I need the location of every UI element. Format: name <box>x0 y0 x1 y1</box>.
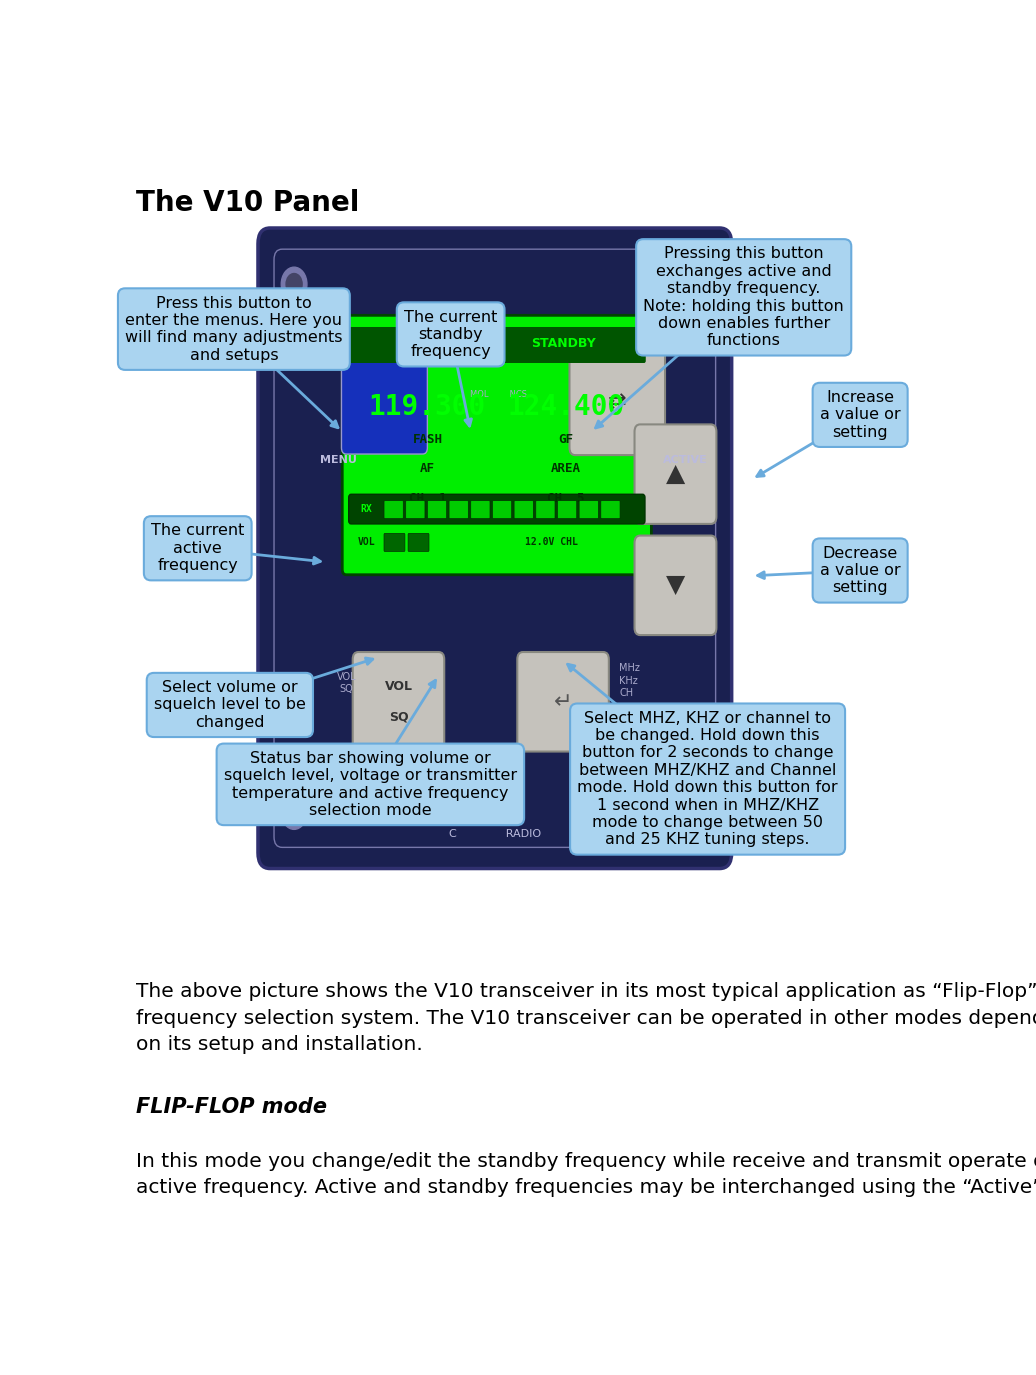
FancyBboxPatch shape <box>258 228 731 869</box>
Text: FASH: FASH <box>412 433 442 446</box>
Text: Select MHZ, KHZ or channel to
be changed. Hold down this
button for 2 seconds to: Select MHZ, KHZ or channel to be changed… <box>577 711 838 847</box>
Circle shape <box>286 274 303 294</box>
Text: The current
standby
frequency: The current standby frequency <box>404 309 497 359</box>
Circle shape <box>688 274 703 294</box>
FancyBboxPatch shape <box>408 534 429 551</box>
FancyBboxPatch shape <box>514 500 534 518</box>
Circle shape <box>688 802 703 824</box>
FancyBboxPatch shape <box>342 352 428 454</box>
Text: GF: GF <box>558 433 574 446</box>
Text: STANDBY: STANDBY <box>530 337 596 351</box>
Circle shape <box>281 267 307 301</box>
Text: The V10 Panel: The V10 Panel <box>136 190 359 217</box>
Text: The current
active
frequency: The current active frequency <box>151 524 244 573</box>
Text: The above picture shows the V10 transceiver in its most typical application as “: The above picture shows the V10 transcei… <box>136 982 1036 1055</box>
Text: ACTIVE: ACTIVE <box>663 455 709 465</box>
Text: Decrease
a value or
setting: Decrease a value or setting <box>819 546 900 595</box>
FancyBboxPatch shape <box>384 500 403 518</box>
Text: CH  5: CH 5 <box>547 492 585 505</box>
Text: ▲: ▲ <box>666 462 685 487</box>
Text: C              RADIO: C RADIO <box>449 829 541 839</box>
Text: Status bar showing volume or
squelch level, voltage or transmitter
temperature a: Status bar showing volume or squelch lev… <box>224 751 517 818</box>
Text: AREA: AREA <box>551 462 581 476</box>
Text: ⇄: ⇄ <box>608 393 627 412</box>
FancyBboxPatch shape <box>601 500 621 518</box>
FancyBboxPatch shape <box>517 652 609 752</box>
Text: SQ: SQ <box>388 710 408 723</box>
FancyBboxPatch shape <box>449 500 468 518</box>
FancyBboxPatch shape <box>634 425 717 524</box>
Text: AF: AF <box>420 462 435 476</box>
FancyBboxPatch shape <box>470 500 490 518</box>
Text: Increase
a value or
setting: Increase a value or setting <box>819 390 900 440</box>
Text: MOL        NCS: MOL NCS <box>470 390 527 399</box>
Text: VOL: VOL <box>357 536 375 547</box>
Text: RX: RX <box>361 505 372 514</box>
FancyBboxPatch shape <box>557 500 577 518</box>
FancyBboxPatch shape <box>579 500 599 518</box>
Text: Select volume or
squelch level to be
changed: Select volume or squelch level to be cha… <box>154 681 306 730</box>
Text: MHz
KHz
CH: MHz KHz CH <box>620 663 640 698</box>
FancyBboxPatch shape <box>428 500 447 518</box>
Circle shape <box>286 802 303 824</box>
Text: 12.0V CHL: 12.0V CHL <box>524 536 577 547</box>
Text: ↵: ↵ <box>554 692 572 712</box>
Text: VOL
SQ: VOL SQ <box>337 671 356 694</box>
Text: 124.400: 124.400 <box>508 393 625 422</box>
Circle shape <box>683 267 709 301</box>
Text: 119.300: 119.300 <box>369 393 486 422</box>
Text: MENU: MENU <box>320 455 356 465</box>
Text: Press this button to
enter the menus. Here you
will find many adjustments
and se: Press this button to enter the menus. He… <box>125 296 343 363</box>
FancyBboxPatch shape <box>536 500 555 518</box>
FancyBboxPatch shape <box>634 536 717 635</box>
Circle shape <box>683 796 709 829</box>
FancyBboxPatch shape <box>349 494 645 524</box>
Text: Pressing this button
exchanges active and
standby frequency.
Note: holding this : Pressing this button exchanges active an… <box>643 246 844 348</box>
Text: In this mode you change/edit the standby frequency while receive and transmit op: In this mode you change/edit the standby… <box>136 1152 1036 1198</box>
FancyBboxPatch shape <box>384 534 405 551</box>
FancyBboxPatch shape <box>406 500 425 518</box>
Text: CH  1: CH 1 <box>409 492 447 505</box>
FancyBboxPatch shape <box>352 652 444 752</box>
Text: ACTIVE: ACTIVE <box>405 337 456 351</box>
Text: VOL: VOL <box>384 681 412 693</box>
Text: FLIP-FLOP mode: FLIP-FLOP mode <box>136 1097 327 1116</box>
FancyBboxPatch shape <box>570 351 665 455</box>
FancyBboxPatch shape <box>492 500 512 518</box>
Circle shape <box>281 796 307 829</box>
FancyBboxPatch shape <box>342 315 652 575</box>
FancyBboxPatch shape <box>348 327 645 363</box>
Text: ▼: ▼ <box>666 573 685 597</box>
